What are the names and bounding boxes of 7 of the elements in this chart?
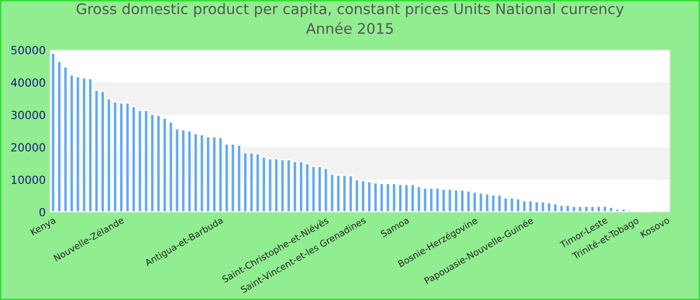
- chart-title: Gross domestic product per capita, constant prices Units National currency Année 2015: [76, 3, 624, 34]
- y-tick-label: 40000: [11, 78, 46, 87]
- y-tick-label: 20000: [11, 143, 46, 152]
- y-tick-label: 0: [39, 208, 46, 216]
- y-tick-label: 30000: [11, 110, 46, 120]
- y-tick-label: 50000: [11, 46, 46, 54]
- y-tick-label: 10000: [12, 176, 46, 184]
